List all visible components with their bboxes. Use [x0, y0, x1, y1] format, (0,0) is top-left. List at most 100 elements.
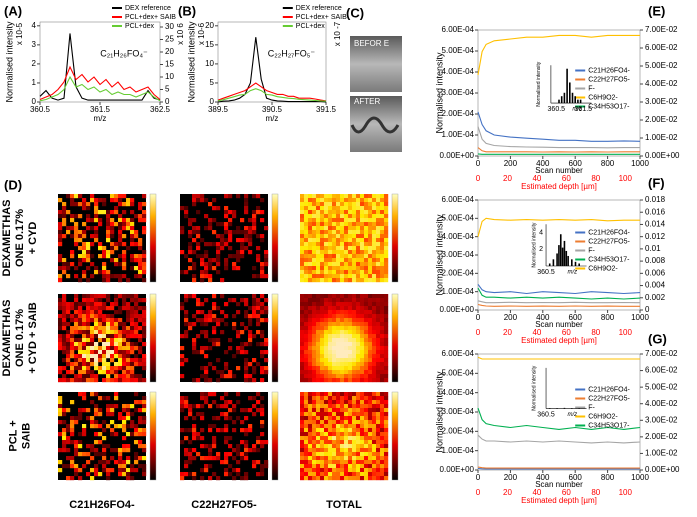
heatmap-cell — [384, 270, 389, 275]
heatmap-cell — [324, 198, 329, 203]
legend-label: PCL+dex+ SAIB — [125, 14, 176, 21]
heatmap-cell — [192, 194, 197, 199]
heatmap-cell — [86, 334, 91, 339]
heatmap-cell — [384, 222, 389, 227]
heatmap-cell — [352, 464, 357, 469]
heatmap-cell — [118, 254, 123, 259]
heatmap-cell — [244, 350, 249, 355]
heatmap-cell — [384, 294, 389, 299]
heatmap-cell — [344, 310, 349, 315]
heatmap-cell — [114, 374, 119, 379]
heatmap-cell — [356, 448, 361, 453]
heatmap-cell — [90, 338, 95, 343]
heatmap-cell — [320, 404, 325, 409]
heatmap-cell — [240, 350, 245, 355]
heatmap-cell — [372, 222, 377, 227]
inset-y-label: Normalised intensity — [531, 365, 537, 411]
heatmap-cell — [348, 318, 353, 323]
heatmap-cell — [62, 432, 67, 437]
heatmap-cell — [78, 412, 83, 417]
heatmap-cell — [216, 206, 221, 211]
heatmap-cell — [114, 334, 119, 339]
heatmap-cell — [90, 242, 95, 247]
series-line — [477, 407, 641, 430]
heatmap-cell — [126, 198, 131, 203]
heatmap-cell — [344, 456, 349, 461]
heatmap-cell — [118, 456, 123, 461]
heatmap-cell — [312, 464, 317, 469]
heatmap-cell — [106, 330, 111, 335]
heatmap-cell — [304, 242, 309, 247]
heatmap-cell — [232, 468, 237, 473]
heatmap-cell — [252, 370, 257, 375]
heatmap-cell — [74, 242, 79, 247]
heatmap-cell — [328, 378, 333, 383]
heatmap-cell — [90, 420, 95, 425]
heatmap-cell — [336, 354, 341, 359]
heatmap-cell — [336, 330, 341, 335]
heatmap-cell — [70, 400, 75, 405]
inset-x-label: m/z — [572, 107, 582, 113]
series-line — [217, 82, 327, 102]
heatmap-cell — [212, 318, 217, 323]
heatmap-cell — [192, 338, 197, 343]
y-tick-label: 15 — [205, 40, 214, 49]
heatmap-cell — [316, 342, 321, 347]
heatmap-cell — [192, 322, 197, 327]
heatmap-cell — [324, 274, 329, 279]
heatmap-cell — [180, 206, 185, 211]
heatmap-cell — [102, 354, 107, 359]
heatmap-cell — [78, 262, 83, 267]
heatmap-cell — [78, 338, 83, 343]
heatmap-cell — [82, 254, 87, 259]
heatmap-cell — [324, 378, 329, 383]
heatmap-cell — [90, 378, 95, 383]
heatmap-cell — [372, 338, 377, 343]
heatmap-cell — [130, 218, 135, 223]
heatmap-cell — [360, 222, 365, 227]
y2-tick-label: 25 — [165, 35, 174, 44]
heatmap-cell — [74, 468, 79, 473]
heatmap-cell — [304, 222, 309, 227]
heatmap-cell — [142, 214, 147, 219]
heatmap-cell — [114, 258, 119, 263]
heatmap-cell — [138, 214, 143, 219]
heatmap-cell — [332, 472, 337, 477]
heatmap-cell — [82, 318, 87, 323]
heatmap-cell — [376, 346, 381, 351]
y2-tick-label: 1.00E-02 — [645, 133, 678, 142]
heatmap-cell — [138, 432, 143, 437]
heatmap-cell — [118, 318, 123, 323]
heatmap-cell — [58, 210, 63, 215]
heatmap-cell — [78, 202, 83, 207]
heatmap-cell — [94, 302, 99, 307]
heatmap-cell — [196, 302, 201, 307]
heatmap-cell — [360, 318, 365, 323]
heatmap-cell — [74, 226, 79, 231]
series-line — [217, 88, 327, 102]
heatmap-cell — [336, 250, 341, 255]
heatmap-cell — [118, 350, 123, 355]
heatmap-cell — [372, 314, 377, 319]
heatmap-cell — [78, 374, 83, 379]
heatmap-cell — [134, 346, 139, 351]
heatmap-cell — [142, 468, 147, 473]
heatmap-cell — [308, 452, 313, 457]
heatmap-cell — [232, 210, 237, 215]
heatmap-cell — [58, 342, 63, 347]
heatmap-cell — [78, 346, 83, 351]
heatmap-cell — [372, 448, 377, 453]
heatmap-cell — [300, 342, 305, 347]
heatmap-cell — [332, 306, 337, 311]
heatmap-cell — [204, 370, 209, 375]
heatmap-cell — [324, 298, 329, 303]
heatmap-cell — [126, 218, 131, 223]
heatmap-cell — [180, 270, 185, 275]
heatmap-cell — [94, 378, 99, 383]
heatmap-cell — [368, 246, 373, 251]
heatmap-cell — [336, 476, 341, 481]
x-axis-label: Scan number — [535, 320, 583, 329]
heatmap-cell — [324, 226, 329, 231]
heatmap-cell — [220, 374, 225, 379]
y2-tick-label: 5.00E-02 — [645, 382, 678, 391]
